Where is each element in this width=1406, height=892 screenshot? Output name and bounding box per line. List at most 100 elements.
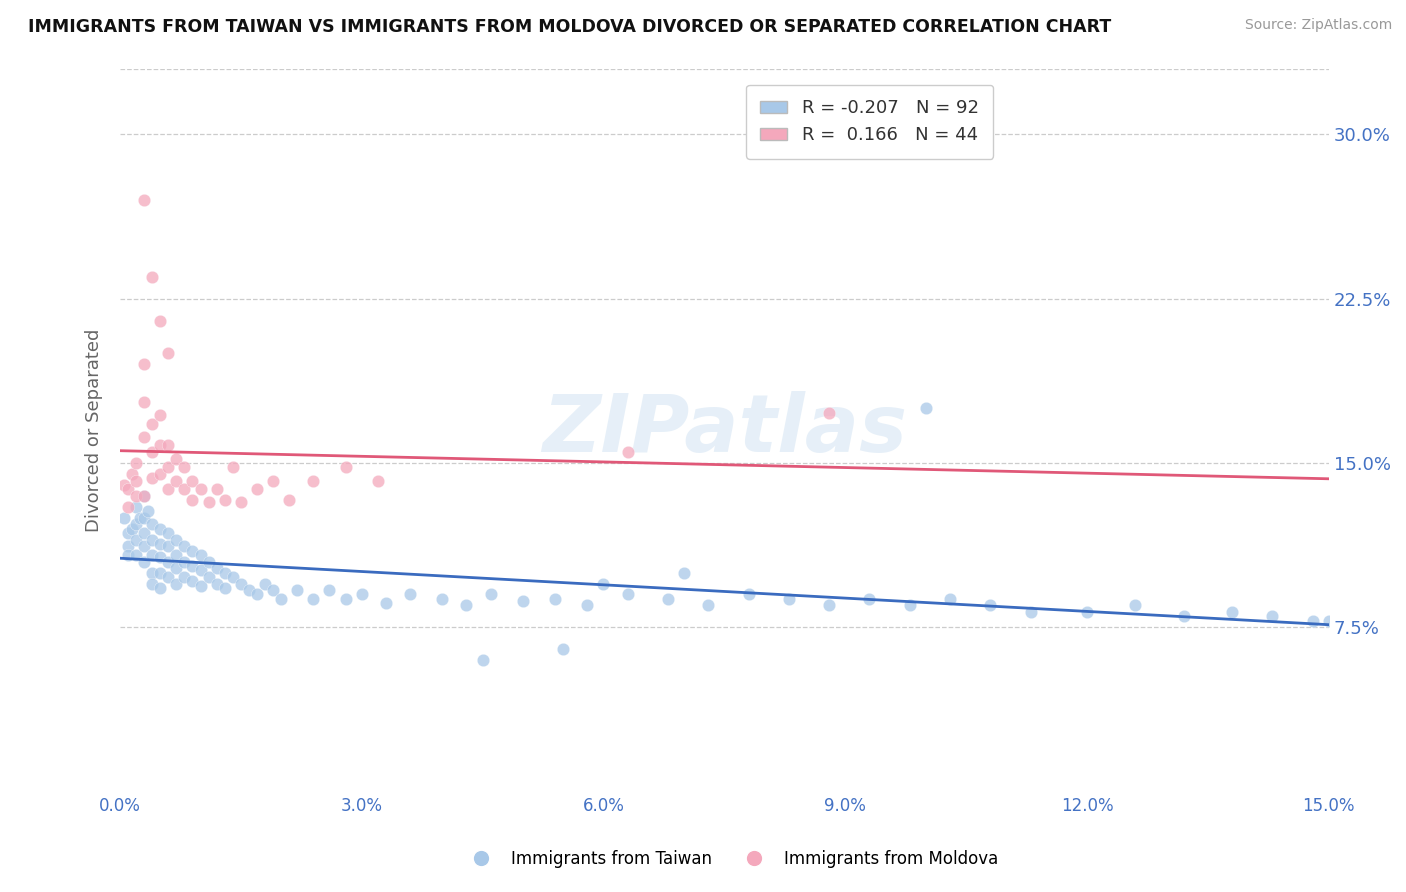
Point: [229, 576, 252, 591]
Point: [1302, 614, 1324, 628]
Point: [335, 591, 357, 606]
Point: [939, 591, 962, 606]
Point: [141, 417, 163, 431]
Point: [125, 533, 148, 547]
Point: [157, 555, 180, 569]
Point: [190, 579, 212, 593]
Point: [134, 489, 156, 503]
Point: [262, 583, 284, 598]
Point: [141, 471, 163, 485]
Point: [262, 474, 284, 488]
Point: [302, 591, 325, 606]
Point: [1076, 605, 1098, 619]
Point: [125, 474, 148, 488]
Point: [141, 445, 163, 459]
Point: [214, 493, 236, 508]
Point: [149, 408, 172, 422]
Point: [335, 460, 357, 475]
Point: [898, 599, 921, 613]
Point: [157, 483, 180, 497]
Point: [157, 460, 180, 475]
Point: [673, 566, 696, 580]
Point: [190, 548, 212, 562]
Point: [165, 533, 187, 547]
Point: [190, 483, 212, 497]
Point: [350, 587, 373, 601]
Point: [134, 526, 156, 541]
Point: [117, 483, 139, 497]
Point: [117, 548, 139, 562]
Point: [157, 346, 180, 360]
Point: [149, 566, 172, 580]
Point: [456, 599, 478, 613]
Point: [367, 474, 389, 488]
Point: [553, 642, 575, 657]
Point: [270, 591, 292, 606]
Point: [222, 460, 245, 475]
Point: [657, 591, 679, 606]
Point: [157, 438, 180, 452]
Point: [214, 566, 236, 580]
Point: [471, 653, 494, 667]
Point: [576, 599, 599, 613]
Point: [544, 591, 567, 606]
Point: [157, 526, 180, 541]
Point: [1125, 599, 1147, 613]
Point: [125, 489, 148, 503]
Point: [858, 591, 880, 606]
Point: [125, 500, 148, 514]
Text: ZIPatlas: ZIPatlas: [541, 391, 907, 469]
Point: [818, 599, 841, 613]
Point: [374, 596, 396, 610]
Point: [112, 510, 135, 524]
Point: [979, 599, 1001, 613]
Point: [157, 539, 180, 553]
Point: [165, 576, 187, 591]
Point: [432, 591, 454, 606]
Point: [818, 406, 841, 420]
Point: [197, 570, 219, 584]
Point: [278, 493, 301, 508]
Point: [222, 570, 245, 584]
Point: [246, 587, 269, 601]
Point: [173, 483, 195, 497]
Point: [141, 517, 163, 532]
Point: [136, 504, 159, 518]
Point: [229, 495, 252, 509]
Point: [134, 555, 156, 569]
Point: [181, 493, 204, 508]
Point: [778, 591, 800, 606]
Point: [181, 574, 204, 589]
Point: [134, 394, 156, 409]
Point: [302, 474, 325, 488]
Point: [134, 510, 156, 524]
Point: [165, 548, 187, 562]
Legend: R = -0.207   N = 92, R =  0.166   N = 44: R = -0.207 N = 92, R = 0.166 N = 44: [747, 85, 994, 159]
Point: [121, 522, 143, 536]
Point: [149, 550, 172, 565]
Point: [737, 587, 759, 601]
Point: [112, 478, 135, 492]
Point: [134, 430, 156, 444]
Point: [512, 594, 534, 608]
Point: [165, 561, 187, 575]
Point: [697, 599, 720, 613]
Point: [117, 500, 139, 514]
Point: [149, 537, 172, 551]
Point: [197, 555, 219, 569]
Text: IMMIGRANTS FROM TAIWAN VS IMMIGRANTS FROM MOLDOVA DIVORCED OR SEPARATED CORRELAT: IMMIGRANTS FROM TAIWAN VS IMMIGRANTS FRO…: [28, 18, 1111, 36]
Point: [125, 456, 148, 470]
Point: [205, 561, 228, 575]
Point: [149, 522, 172, 536]
Point: [616, 445, 638, 459]
Point: [134, 539, 156, 553]
Point: [318, 583, 340, 598]
Point: [134, 489, 156, 503]
Point: [214, 581, 236, 595]
Point: [173, 570, 195, 584]
Point: [141, 269, 163, 284]
Point: [121, 467, 143, 481]
Point: [479, 587, 502, 601]
Point: [1261, 609, 1284, 624]
Point: [1019, 605, 1042, 619]
